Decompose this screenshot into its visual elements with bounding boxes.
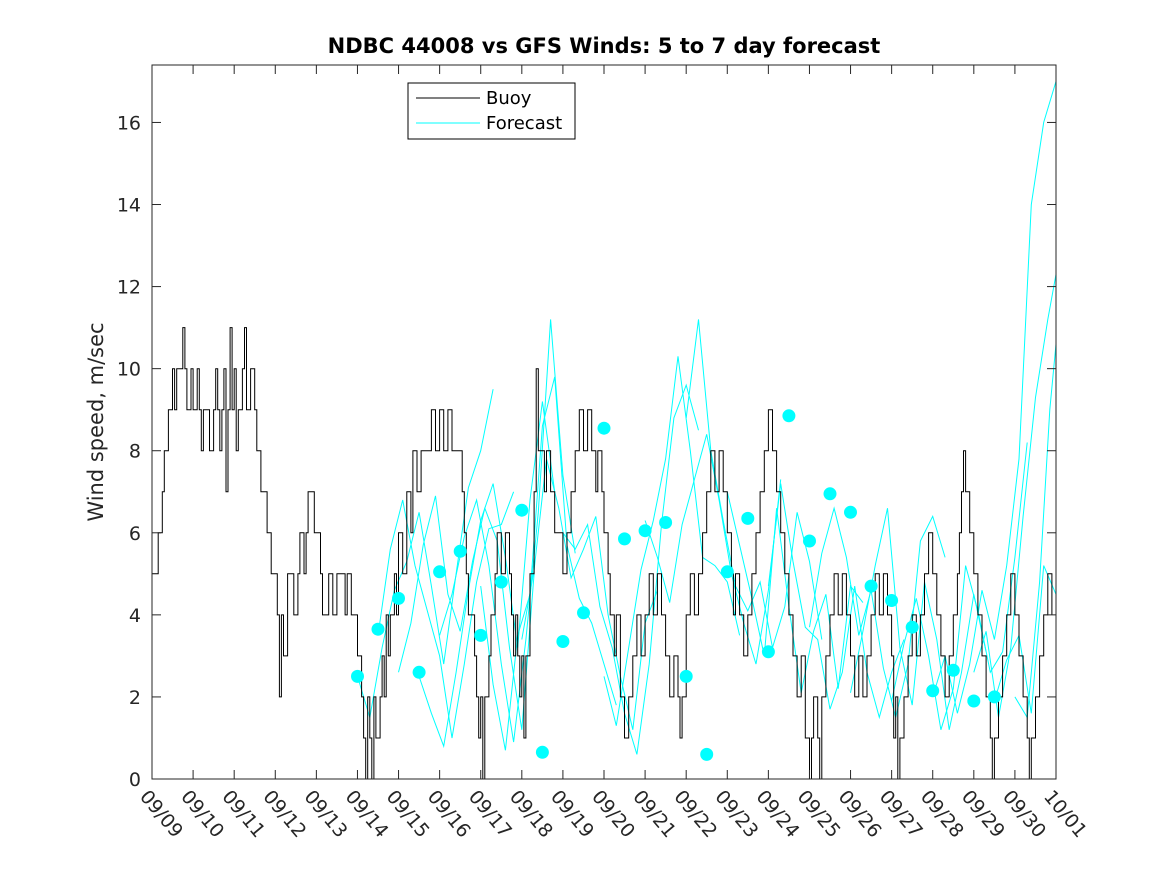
- x-tick-label-13: 09/22: [669, 786, 721, 842]
- x-tick-label-0: 09/09: [135, 786, 187, 842]
- forecast-line-9: [603, 356, 741, 726]
- forecast-line-8: [562, 383, 699, 755]
- forecast-line-19: [993, 565, 1057, 714]
- forecast-marker-0: [351, 669, 364, 683]
- forecast-marker-18: [720, 565, 734, 579]
- forecast-marker-19: [741, 511, 755, 525]
- x-tick-label-3: 09/12: [258, 786, 310, 842]
- legend-box: [407, 82, 576, 140]
- x-tick-label-19: 09/28: [916, 786, 968, 842]
- forecast-line-20: [1014, 343, 1057, 719]
- forecast-line-15: [850, 508, 987, 730]
- forecast-marker-1: [371, 622, 385, 636]
- forecast-marker-7: [494, 575, 508, 589]
- x-tick-label-20: 09/29: [957, 786, 1009, 842]
- forecast-marker-26: [885, 594, 899, 607]
- forecast-line-13: [767, 483, 905, 720]
- forecast-line-17: [932, 81, 1057, 714]
- forecast-marker-5: [453, 544, 467, 558]
- forecast-marker-3: [412, 665, 426, 679]
- x-tick-label-6: 09/15: [382, 786, 434, 842]
- forecast-line-1: [357, 389, 494, 718]
- x-tick-label-15: 09/24: [752, 786, 804, 842]
- forecast-line-4: [418, 401, 556, 749]
- x-tick-label-1: 09/10: [176, 786, 228, 842]
- x-tick-label-12: 09/21: [628, 786, 680, 842]
- forecast-line-11: [685, 319, 823, 648]
- y-axis-label: Wind speed, m/sec: [84, 322, 108, 521]
- forecast-marker-22: [803, 534, 816, 548]
- x-tick-label-21: 09/30: [998, 786, 1050, 842]
- forecast-marker-23: [823, 487, 837, 501]
- forecast-line-10: [644, 434, 782, 665]
- forecast-marker-12: [597, 421, 611, 435]
- y-tick-label-4: 4: [129, 605, 141, 627]
- forecast-marker-16: [679, 669, 693, 683]
- legend-label-buoy: Buoy: [486, 88, 532, 109]
- x-tick-label-4: 09/13: [300, 786, 352, 842]
- forecast-marker-28: [926, 684, 940, 698]
- y-tick-label-10: 10: [117, 359, 141, 381]
- x-tick-label-14: 09/23: [710, 786, 762, 842]
- forecast-marker-10: [556, 635, 570, 648]
- plot-area: [152, 81, 1057, 780]
- forecast-line-16: [891, 442, 1028, 730]
- forecast-marker-14: [638, 524, 652, 538]
- y-tick-label-6: 6: [129, 523, 141, 545]
- forecast-marker-2: [392, 591, 405, 605]
- forecast-marker-29: [946, 663, 960, 677]
- y-tick-label-0: 0: [129, 769, 141, 791]
- y-tick-label-12: 12: [117, 277, 141, 299]
- forecast-marker-9: [535, 745, 549, 759]
- x-tick-label-2: 09/11: [217, 786, 269, 842]
- buoy-line: [152, 327, 1053, 780]
- forecast-marker-25: [864, 579, 878, 593]
- forecast-line-2: [377, 491, 515, 739]
- forecast-marker-8: [515, 503, 529, 517]
- x-tick-label-7: 09/16: [423, 786, 475, 842]
- x-tick-label-18: 09/27: [875, 786, 927, 842]
- y-tick-label-8: 8: [129, 441, 141, 463]
- x-tick-label-9: 09/18: [505, 786, 557, 842]
- x-axis: 09/0909/1009/1109/1209/1309/1409/1509/16…: [135, 65, 1091, 842]
- x-tick-label-10: 09/19: [546, 786, 598, 842]
- forecast-line-3: [398, 495, 535, 730]
- forecast-marker-31: [987, 690, 1001, 704]
- x-tick-label-17: 09/26: [834, 786, 886, 842]
- forecast-marker-30: [967, 694, 981, 708]
- x-tick-label-8: 09/17: [464, 786, 516, 842]
- y-tick-label-2: 2: [129, 687, 141, 709]
- forecast-marker-13: [618, 532, 631, 546]
- forecast-line-6: [480, 376, 617, 751]
- forecast-line-14: [809, 506, 946, 718]
- x-tick-label-22: 10/01: [1039, 786, 1091, 842]
- legend: Buoy Forecast: [407, 82, 576, 140]
- forecast-marker-20: [761, 645, 775, 659]
- forecast-marker-17: [700, 747, 714, 761]
- y-axis: 0 2 4 6 8 10 12 14 16: [117, 112, 1056, 791]
- x-tick-label-11: 09/20: [587, 786, 639, 842]
- forecast-marker-27: [905, 620, 919, 634]
- legend-label-forecast: Forecast: [486, 113, 562, 134]
- x-tick-label-16: 09/25: [793, 786, 845, 842]
- x-tick-label-5: 09/14: [341, 786, 393, 842]
- forecast-marker-11: [577, 606, 590, 620]
- chart-title: NDBC 44008 vs GFS Winds: 5 to 7 day fore…: [328, 34, 881, 58]
- forecast-marker-4: [433, 565, 447, 579]
- forecast-marker-21: [782, 409, 796, 423]
- forecast-marker-24: [844, 505, 857, 519]
- forecast-line-12: [726, 491, 864, 693]
- forecast-marker-6: [474, 628, 488, 642]
- y-tick-label-16: 16: [117, 112, 141, 134]
- forecast-marker-15: [659, 516, 673, 529]
- y-tick-label-14: 14: [117, 195, 141, 217]
- forecast-line-18: [973, 274, 1057, 718]
